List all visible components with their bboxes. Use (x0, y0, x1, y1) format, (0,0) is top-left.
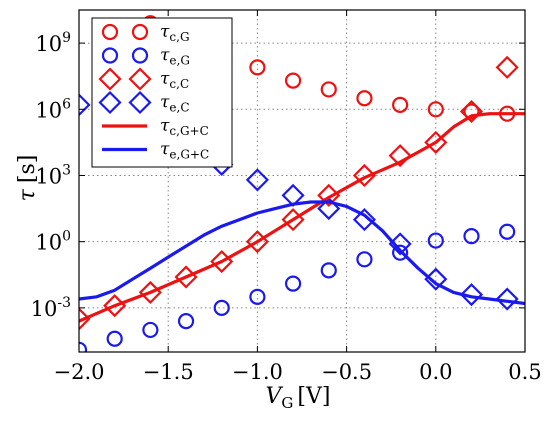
legend-entry: τe,G+C (102, 140, 209, 162)
series-e-c-point (79, 93, 91, 117)
x-tick-label: 0.5 (508, 360, 541, 384)
series-layer (79, 15, 525, 352)
legend-box (91, 17, 233, 168)
series-c-g-point (463, 103, 480, 120)
series-e-g-point (213, 299, 230, 316)
series-c-g-point (392, 96, 409, 113)
legend-marker (131, 23, 149, 41)
series-c-g-point (284, 72, 302, 89)
series-c-g-point (320, 81, 337, 98)
y-axis-label: τ[s] (15, 155, 40, 202)
series-c-c-point (388, 144, 412, 168)
plot-frame (78, 9, 526, 353)
series-e-g-point (392, 244, 409, 261)
legend-marker (101, 23, 119, 41)
legend-entry: τc,G (101, 22, 190, 44)
series-e-c-point (388, 232, 412, 256)
legend: τc,Gτe,Gτc,Cτe,Cτc,G+Cτe,G+C (91, 17, 233, 168)
series-e-g-point (356, 251, 373, 268)
legend-label: τe,G (160, 46, 190, 68)
y-tick-label: 106 (35, 96, 71, 122)
x-tick-label: −0.5 (321, 360, 372, 384)
legend-label: τe,G+C (160, 140, 209, 162)
series-c-g-c-line (79, 112, 525, 323)
series-e-g-point (177, 313, 195, 330)
series-c-c-point (459, 99, 484, 124)
series-e-g (79, 223, 516, 352)
series-e-c-point (245, 168, 269, 192)
series-e-g-c (79, 200, 525, 306)
series-c-g-point (356, 90, 373, 107)
series-c-c-point (495, 55, 519, 79)
legend-entry: τe,G (101, 46, 190, 68)
series-c-g-c (79, 112, 525, 323)
series-e-g-point (320, 262, 337, 279)
x-axis-label: VG [V] (266, 384, 331, 412)
x-tick-label: −2.0 (54, 360, 105, 384)
series-c-g-point (427, 101, 444, 118)
grid-lines (79, 10, 525, 352)
series-e-g-point (284, 275, 302, 292)
series-e-c-point (352, 208, 376, 232)
axis-ticks: −2.0 −1.5 −1.0 −0.5 0.0 0.5 10-3 100 103 106 109 (31, 10, 542, 384)
series-c-c-point (424, 130, 448, 154)
series-e-g-point (499, 223, 516, 240)
legend-label: τc,G+C (160, 116, 209, 138)
legend-entry: τe,C (98, 90, 190, 115)
series-e-g-c-line (79, 200, 525, 306)
series-e-c-point (495, 287, 519, 311)
legend-marker (101, 47, 119, 64)
legend-marker (128, 67, 152, 91)
y-tick-label: 109 (35, 30, 71, 56)
series-c-c-point (352, 163, 376, 188)
series-e-g-point (427, 232, 444, 249)
legend-entry: τc,G+C (102, 116, 209, 138)
legend-label: τc,C (160, 69, 189, 91)
x-tick-label: −1.0 (232, 360, 283, 384)
series-e-c-point (459, 283, 484, 307)
series-c-g-point (249, 59, 266, 76)
y-tick-label: 100 (35, 229, 71, 255)
series-c-c-point (79, 307, 91, 331)
x-tick-label: −1.5 (143, 360, 194, 384)
series-e-g-point (142, 321, 159, 339)
legend-label: τe,C (160, 93, 190, 115)
legend-label: τc,G (160, 22, 190, 44)
legend-marker (98, 67, 122, 91)
y-tick-label: 10-3 (31, 295, 71, 321)
legend-marker (128, 90, 152, 115)
legend-entry: τc,C (98, 67, 189, 91)
series-e-g-point (249, 288, 266, 305)
series-e-g-point (106, 330, 123, 347)
x-tick-label: 0.0 (419, 360, 452, 384)
y-tick-label: 103 (35, 162, 71, 188)
series-e-g-point (463, 228, 480, 245)
legend-marker (98, 90, 122, 115)
series-e-g-point (79, 341, 88, 352)
legend-marker (131, 47, 149, 64)
